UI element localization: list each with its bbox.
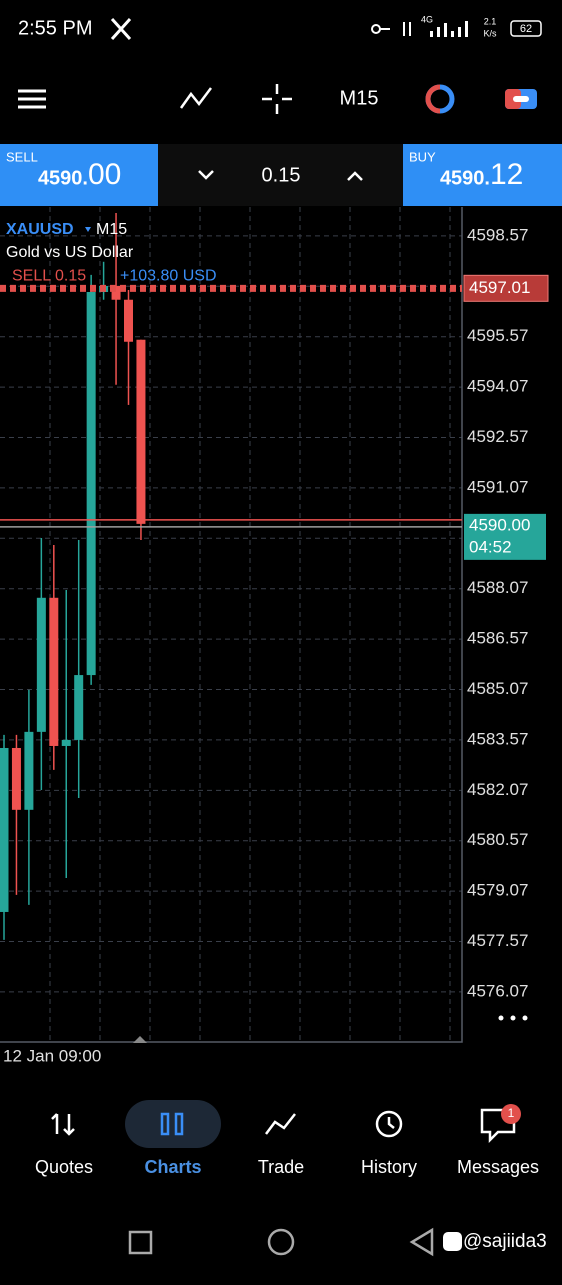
position-price: 4597.01	[469, 278, 530, 297]
net-unit: K/s	[483, 28, 497, 38]
x-tick-label: 12 Jan 09:00	[3, 1046, 101, 1065]
trade-button[interactable]	[505, 89, 537, 109]
position-label: SELL 0.15	[12, 268, 86, 285]
y-tick-label: 4583.57	[467, 729, 528, 748]
nav-messages[interactable]: Messages	[457, 1157, 539, 1177]
recents-button[interactable]	[128, 1230, 153, 1255]
sell-price-big: 00	[88, 158, 121, 191]
y-tick-label: 4576.07	[467, 981, 528, 1000]
y-tick-label: 4588.07	[467, 578, 528, 597]
plot: SELL 0.15 +103.80 USD	[0, 213, 462, 940]
position-price-box	[463, 274, 549, 302]
vertical-grid	[49, 207, 451, 1042]
y-tick-label: 4582.07	[467, 780, 528, 799]
net-speed: 2.1	[484, 16, 497, 26]
volume[interactable]: 0.15	[262, 164, 301, 186]
candle-body	[0, 747, 9, 912]
position-profit: +103.80 USD	[120, 268, 217, 285]
chart-timeframe: M15	[96, 221, 127, 238]
y-tick-label: 4592.57	[467, 427, 528, 446]
nav-trade[interactable]: Trade	[258, 1157, 304, 1177]
y-tick-label: 4577.57	[467, 931, 528, 950]
buy-price: 4590.	[440, 167, 490, 189]
bid-price-box	[464, 513, 546, 560]
active-tab-bg	[125, 1100, 221, 1148]
y-tick-label: 4594.07	[467, 377, 528, 396]
indicators-button[interactable]	[179, 87, 212, 109]
crosshair-button[interactable]	[262, 84, 292, 114]
y-tick-label: 4580.57	[467, 830, 528, 849]
buy-label: BUY	[409, 149, 436, 164]
symbol-description: Gold vs US Dollar	[6, 244, 134, 261]
nav-icons	[51, 1108, 516, 1144]
x-icon	[110, 17, 132, 41]
nav-charts[interactable]: Charts	[144, 1157, 201, 1177]
badge	[501, 1104, 521, 1124]
timeframe-button[interactable]: M15	[340, 87, 379, 109]
candle-body	[74, 675, 84, 740]
candle-body	[24, 731, 34, 810]
status-icons	[371, 20, 542, 37]
clock: 2:55 PM	[18, 17, 92, 39]
symbol[interactable]: XAUUSD	[6, 221, 74, 238]
network-type: 4G	[421, 14, 433, 24]
bar-timer: 04:52	[469, 537, 512, 556]
more-button[interactable]	[498, 1015, 528, 1021]
candle-body	[49, 597, 59, 746]
candle-body	[136, 339, 146, 524]
y-tick-label: 4586.57	[467, 629, 528, 648]
volume-down[interactable]	[198, 170, 214, 180]
objects-button[interactable]	[425, 84, 455, 114]
y-tick-label: 4585.07	[467, 679, 528, 698]
candle-body	[11, 747, 21, 810]
watermark: @sajiida3	[463, 1231, 547, 1252]
volume-panel	[158, 144, 403, 206]
chart-border	[0, 207, 463, 1043]
menu-button[interactable]	[18, 89, 46, 109]
candle-body	[111, 285, 121, 300]
y-tick-label: 4591.07	[467, 477, 528, 496]
candle-body	[61, 739, 71, 746]
nav-quotes[interactable]: Quotes	[35, 1157, 93, 1177]
scroll-marker	[133, 1036, 147, 1043]
buy-button[interactable]	[403, 144, 562, 206]
candle-body	[86, 292, 96, 676]
nav-history[interactable]: History	[361, 1157, 417, 1177]
back-button[interactable]	[409, 1227, 434, 1257]
y-tick-label: 4579.07	[467, 881, 528, 900]
sell-price: 4590.	[38, 167, 88, 189]
symbol-dropdown[interactable]	[85, 227, 91, 232]
sell-label: SELL	[6, 149, 38, 164]
candle-body	[36, 597, 46, 732]
y-tick-label: 4595.57	[467, 326, 528, 345]
y-tick-label: 4598.57	[467, 225, 528, 244]
battery: 62	[520, 23, 532, 35]
facebook-icon	[443, 1232, 462, 1251]
grid	[0, 235, 462, 993]
badge-count: 1	[508, 1106, 515, 1120]
home-button[interactable]	[267, 1228, 295, 1256]
bid-price: 4590.00	[469, 515, 530, 534]
volume-up[interactable]	[347, 171, 363, 181]
candle-body	[124, 299, 133, 342]
sell-button[interactable]	[0, 144, 158, 206]
buy-price-big: 12	[490, 158, 523, 191]
